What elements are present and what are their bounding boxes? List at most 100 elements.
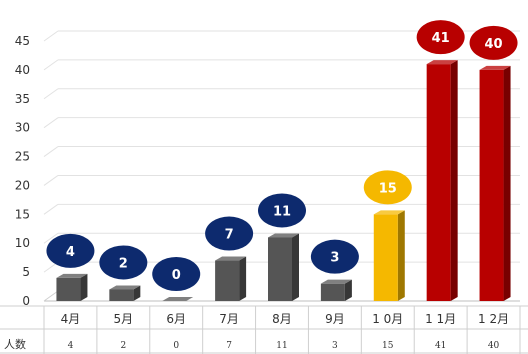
bar-top	[109, 285, 141, 290]
data-label: 41	[432, 31, 450, 46]
bar	[56, 273, 88, 301]
y-axis-ticks: 0 5 10 15 20 25 30 35 40 45	[15, 34, 30, 308]
y-tick-label: 25	[15, 150, 30, 164]
value-bubble: 15	[363, 170, 412, 205]
bubble-shape	[152, 257, 201, 291]
bar-front	[56, 277, 81, 301]
floor-side-edge	[43, 290, 59, 302]
bar-top	[373, 210, 405, 215]
y-tick-label: 15	[15, 207, 30, 221]
bar-top	[268, 233, 299, 238]
table-value: 15	[382, 341, 394, 351]
bar-side	[80, 273, 88, 301]
category-label: 8月	[272, 312, 292, 326]
bar	[479, 65, 511, 301]
table-value: 3	[332, 341, 338, 351]
value-bubble: 2	[99, 245, 148, 280]
gridline-side	[43, 146, 59, 157]
bar-front	[109, 289, 134, 301]
gridline-side	[43, 203, 59, 215]
data-label: 7	[225, 228, 234, 243]
bar-side	[133, 285, 141, 301]
table-value: 0	[173, 341, 179, 351]
table-value: 4	[68, 341, 74, 351]
y-tick-label: 40	[15, 63, 30, 77]
bubble-shape	[258, 193, 306, 228]
y-tick-label: 20	[15, 178, 30, 192]
bar-top	[215, 256, 247, 261]
data-label: 40	[485, 37, 503, 52]
value-bubble: 4	[46, 233, 95, 268]
table-value: 7	[226, 341, 232, 351]
bar	[162, 297, 194, 301]
bar	[426, 60, 458, 301]
bar	[109, 285, 141, 301]
category-label: 6月	[166, 312, 186, 326]
data-table: 人数 4月 4 5月 2 6月 0 7月 7 8月 11 9月 3 1 0月 15 1 1月 41 1 2月 40	[0, 305, 528, 354]
table-value: 11	[276, 341, 287, 351]
bubble-shape	[363, 170, 412, 205]
bar-front	[426, 64, 451, 301]
bar-top	[479, 65, 511, 70]
data-label: 4	[66, 245, 75, 260]
bar-front	[373, 214, 398, 301]
value-bubble: 41	[416, 20, 465, 55]
bar-front	[320, 283, 345, 301]
bar	[373, 210, 405, 301]
category-label: 9月	[325, 312, 345, 326]
value-bubbles: 4 2 0 7 11 3 15 41 40	[46, 20, 518, 291]
bars	[56, 60, 511, 301]
bar	[215, 256, 247, 301]
value-bubble: 7	[205, 216, 254, 251]
category-label: 1 2月	[478, 312, 509, 326]
value-bubble: 0	[152, 257, 201, 291]
bar-front	[215, 260, 240, 301]
y-tick-label: 10	[15, 236, 30, 250]
bar-side	[344, 279, 352, 301]
gridline-side	[43, 175, 59, 186]
data-label: 11	[273, 204, 291, 219]
y-tick-label: 0	[22, 294, 30, 308]
data-label: 15	[379, 181, 397, 196]
bar	[268, 233, 299, 301]
bar-top	[56, 273, 88, 278]
gridline-side	[43, 30, 59, 42]
bubble-shape	[469, 25, 518, 60]
bubble-shape	[310, 239, 359, 274]
value-bubble: 11	[258, 193, 306, 228]
bubble-shape	[205, 216, 254, 251]
bar-side	[292, 233, 299, 301]
table-row-header: 人数	[4, 338, 26, 351]
category-label: 5月	[114, 312, 134, 326]
bar-side	[450, 60, 458, 301]
category-label: 4月	[61, 312, 81, 326]
gridline-side	[43, 59, 59, 71]
table-value: 2	[120, 341, 126, 351]
table-value: 40	[488, 341, 500, 351]
gridline-side	[43, 117, 59, 129]
bar-top	[426, 60, 458, 65]
data-label: 3	[330, 251, 339, 266]
bar-side	[239, 256, 247, 301]
gridline-side	[43, 232, 59, 244]
data-label: 2	[119, 256, 128, 271]
value-bubble: 40	[469, 25, 518, 60]
bubble-shape	[416, 20, 465, 55]
bar-top	[320, 279, 352, 284]
bar-side	[397, 210, 405, 301]
y-tick-label: 35	[15, 92, 30, 106]
y-tick-label: 30	[15, 121, 30, 135]
bar-front	[268, 237, 292, 301]
data-label: 0	[172, 268, 181, 283]
gridline-side	[43, 88, 59, 100]
bar-top	[162, 297, 194, 301]
value-bubble: 3	[310, 239, 359, 274]
category-label: 1 1月	[425, 312, 456, 326]
category-label: 7月	[219, 312, 239, 326]
bar-side	[503, 65, 511, 301]
bar	[320, 279, 352, 301]
bar-front	[479, 69, 504, 301]
y-tick-label: 5	[22, 265, 30, 279]
category-label: 1 0月	[372, 312, 403, 326]
